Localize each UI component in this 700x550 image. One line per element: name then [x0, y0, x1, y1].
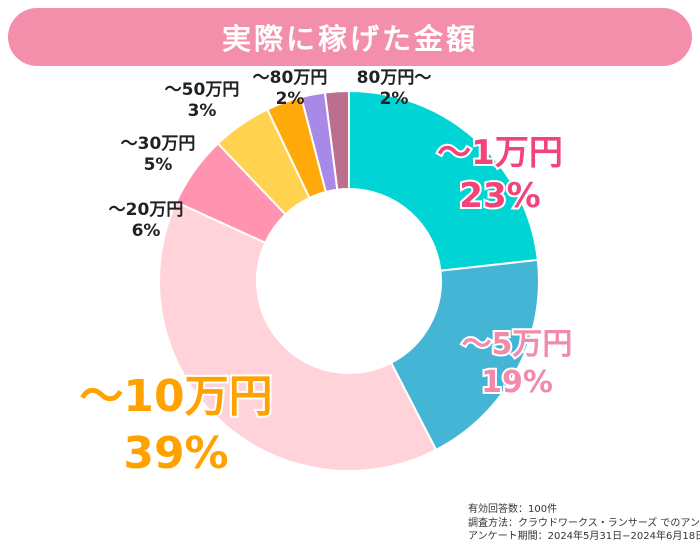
donut-slices	[158, 89, 540, 472]
label-slice-7-category: 〜80万円	[252, 68, 328, 88]
donut-slice-2	[389, 258, 540, 452]
label-slice-2-category: 〜5万円	[460, 325, 575, 364]
survey-footnote: 有効回答数：100件 調査方法：クラウドワークス・ランサーズ でのアンケート ア…	[468, 503, 700, 544]
label-slice-2-percent: 19%	[479, 363, 555, 402]
chart-title: 実際に稼げた金額	[221, 22, 478, 56]
label-slice-5: 〜30万円 5%	[108, 134, 208, 177]
label-slice-6-category: 〜50万円	[164, 80, 240, 100]
donut-slice-3	[158, 200, 438, 472]
label-slice-4-category: 〜20万円	[108, 200, 184, 220]
footnote-period: アンケート期間：2024年5月31日−2024年6月18日	[468, 531, 700, 542]
label-slice-5-category: 〜30万円	[120, 134, 196, 154]
label-slice-8-percent: 2%	[379, 89, 409, 110]
donut-slice-8	[323, 89, 350, 191]
label-slice-4-percent: 6%	[131, 221, 161, 242]
label-slice-2: 〜5万円 19%	[452, 325, 582, 402]
label-slice-3-category: 〜10万円	[77, 369, 274, 424]
title-banner: 実際に稼げた金額	[8, 8, 692, 66]
label-slice-3-percent: 39%	[121, 426, 230, 481]
label-slice-8-category: 80万円〜	[356, 68, 432, 88]
label-slice-7: 〜80万円 2%	[240, 68, 340, 111]
label-slice-6: 〜50万円 3%	[152, 80, 252, 123]
donut-slice-1	[348, 89, 539, 272]
label-slice-1-category: 〜1万円	[435, 131, 565, 175]
label-slice-5-percent: 5%	[143, 155, 173, 176]
label-slice-1: 〜1万円 23%	[430, 131, 570, 218]
label-slice-8: 80万円〜 2%	[344, 68, 444, 111]
footnote-method: 調査方法：クラウドワークス・ランサーズ でのアンケート	[468, 517, 700, 529]
label-slice-6-percent: 3%	[187, 101, 217, 122]
label-slice-7-percent: 2%	[275, 89, 305, 110]
label-slice-1-percent: 23%	[457, 174, 542, 218]
label-slice-4: 〜20万円 6%	[96, 200, 196, 243]
label-slice-3: 〜10万円 39%	[66, 368, 286, 482]
footnote-respondents: 有効回答数：100件	[468, 504, 558, 515]
